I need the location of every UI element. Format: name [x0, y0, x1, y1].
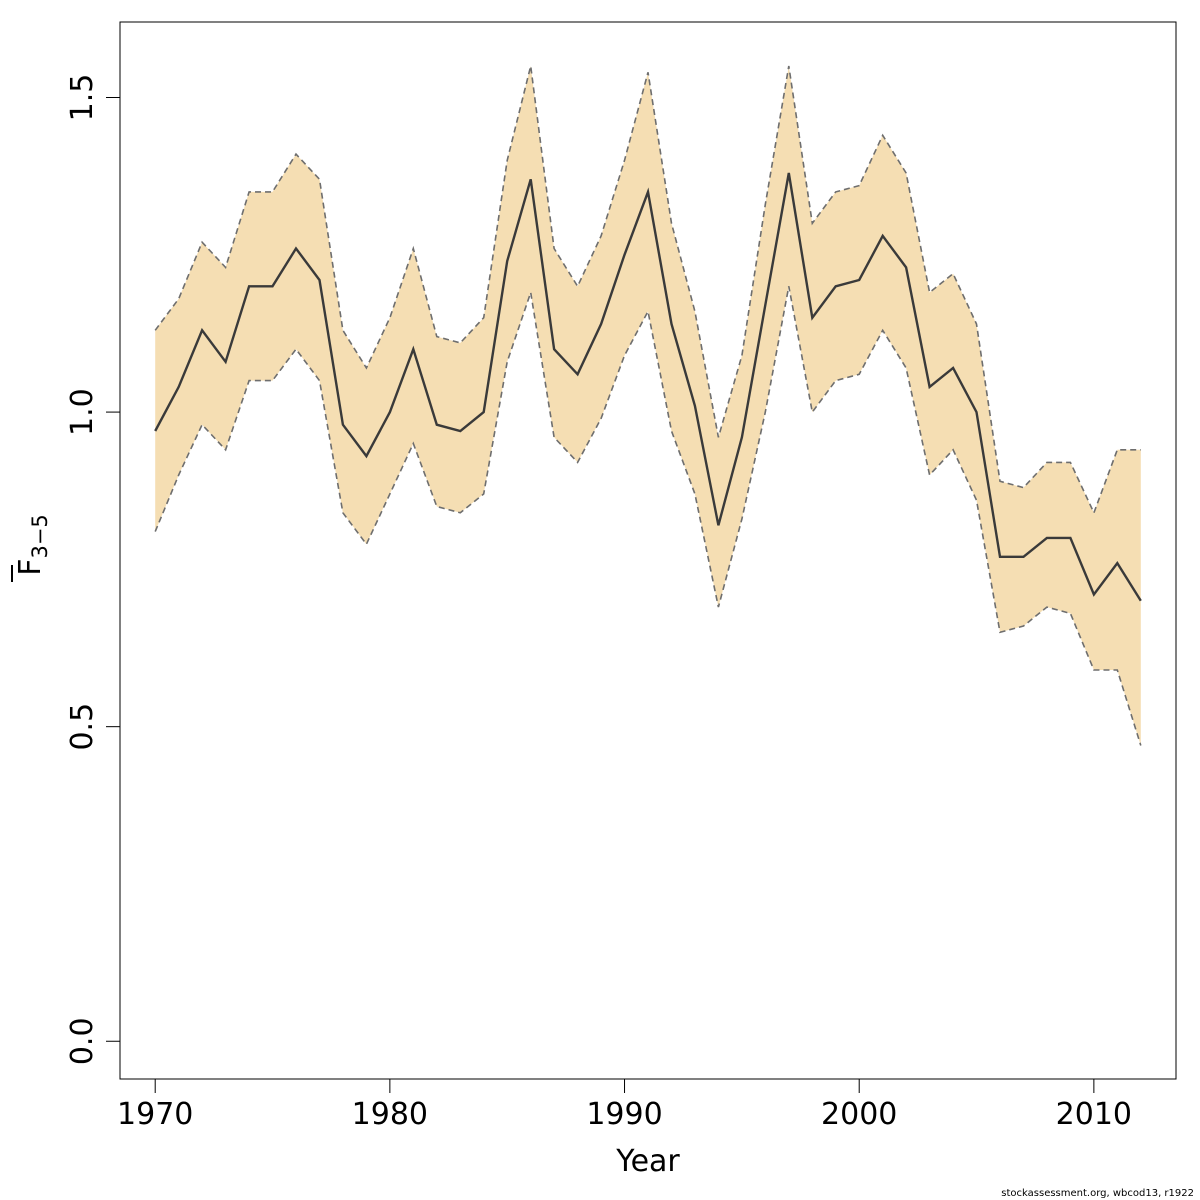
y-tick-label: 0.0	[65, 1017, 100, 1065]
series-line	[154, 172, 1142, 602]
confidence-band-upper-edge	[154, 65, 1141, 515]
y-axis-title: F3−5	[11, 514, 52, 582]
x-tick-label: 1970	[117, 1097, 193, 1132]
y-tick-label: 1.5	[65, 74, 100, 122]
x-axis: 1970 1980 1990 2000 2010	[117, 1079, 1132, 1132]
plot-frame	[119, 21, 1177, 1080]
footer-text: stockassessment.org, wbcod13, r1922	[1001, 1188, 1194, 1199]
x-tick-label: 2010	[1056, 1097, 1132, 1132]
x-tick-label: 2000	[821, 1097, 897, 1132]
svg-text:F3−5: F3−5	[13, 514, 52, 576]
y-axis: 0.0 0.5 1.0 1.5	[65, 74, 120, 1065]
confidence-band	[154, 65, 1142, 746]
x-axis-title: Year	[615, 1144, 680, 1179]
x-tick-label: 1980	[352, 1097, 428, 1132]
y-axis-title-subscript: 3−5	[28, 514, 52, 558]
y-axis-title-main: F	[13, 559, 48, 576]
x-tick-label: 1990	[586, 1097, 662, 1132]
confidence-band-fill	[155, 66, 1141, 746]
y-tick-label: 0.5	[65, 703, 100, 751]
y-tick-label: 1.0	[65, 388, 100, 436]
